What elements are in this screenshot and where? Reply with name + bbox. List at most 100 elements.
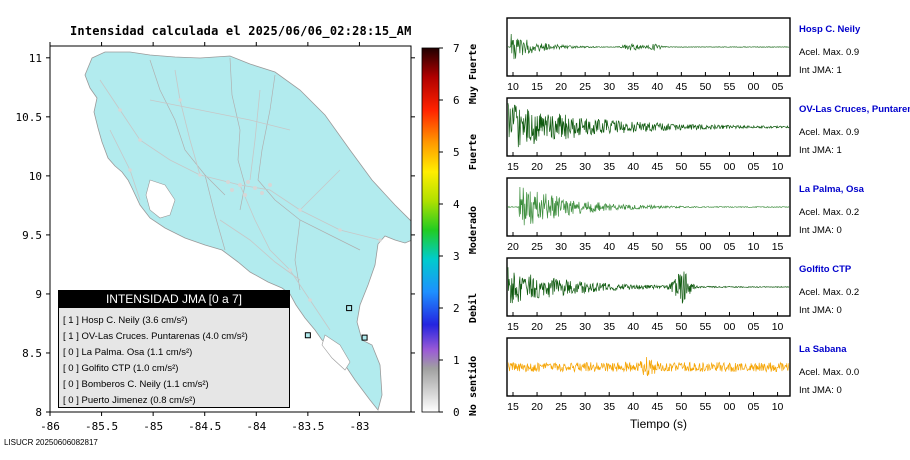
- time-tick-label: 20: [507, 241, 519, 253]
- time-tick-label: 25: [531, 241, 543, 253]
- station-markers: [304, 305, 368, 341]
- station-int: Int JMA: 1: [799, 145, 842, 156]
- time-tick-label: 50: [676, 321, 688, 333]
- time-tick-label: 15: [772, 241, 784, 253]
- time-tick-label: 20: [531, 161, 543, 173]
- waveform-line: [507, 186, 790, 226]
- colorbar-class-label: Debil: [467, 293, 479, 323]
- time-tick-label: 25: [555, 401, 567, 413]
- time-tick-label: 10: [772, 321, 784, 333]
- intensity-legend: INTENSIDAD JMA [0 a 7] [ 1 ] Hosp C. Nei…: [58, 290, 290, 408]
- time-tick-label: 05: [748, 321, 760, 333]
- time-tick-label: 05: [772, 81, 784, 93]
- map-x-tick-label: -85: [143, 420, 163, 433]
- colorbar-tick-label: 5: [453, 146, 460, 159]
- time-tick-label: 00: [724, 161, 736, 173]
- time-tick-label: 45: [651, 161, 663, 173]
- x-axis-label: Tiempo (s): [630, 417, 687, 431]
- time-tick-label: 00: [748, 81, 760, 93]
- time-tick-label: 25: [555, 161, 567, 173]
- station-acel: Acel. Max. 0.9: [799, 127, 859, 138]
- time-tick-label: 10: [772, 401, 784, 413]
- time-tick-label: 30: [579, 401, 591, 413]
- map-title: Intensidad calculada el 2025/06/06_02:28…: [70, 24, 412, 38]
- map-axis-ticks: -86 -85.5 -85 -84.5 -84 -83.5 -83 11 10.5 10 9.5 9 8…: [16, 42, 415, 433]
- colorbar-tick-label: 1: [453, 354, 460, 367]
- station-name: Golfito CTP: [799, 264, 852, 275]
- map-y-tick-label: 9.5: [22, 229, 42, 242]
- station-int: Int JMA: 0: [799, 385, 842, 396]
- seismogram-panel: 15 20 25 30 35 40 45 50 55 00 05 10 OV-Las Cruces, P…: [506, 97, 910, 173]
- seismogram-panel: 15 20 25 30 35 40 45 50 55 00 05 10 La Sabana Acel. M…: [506, 337, 859, 413]
- time-tick-label: 45: [651, 321, 663, 333]
- colorbar-tick-label: 6: [453, 94, 460, 107]
- towns: [118, 98, 382, 302]
- colorbar-ticks: 7 6 5 4 3 2 1 0: [439, 42, 460, 419]
- colorbar-tick-label: 4: [453, 198, 460, 211]
- station-marker: [346, 305, 353, 312]
- time-tick-label: 15: [531, 81, 543, 93]
- legend-item: [ 0 ] Puerto Jimenez (0.8 cm/s²): [63, 395, 196, 406]
- map-x-tick-label: -85.5: [85, 420, 118, 433]
- station-name: Hosp C. Neily: [799, 24, 861, 35]
- time-tick-label: 35: [627, 81, 639, 93]
- map-x-tick-label: -84: [246, 420, 266, 433]
- map-x-tick-label: -83: [349, 420, 369, 433]
- legend-item: [ 0 ] Bomberos C. Neily (1.1 cm/s²): [63, 379, 209, 390]
- time-tick-label: 45: [627, 241, 639, 253]
- time-tick-label: 15: [507, 401, 519, 413]
- map-y-tick-label: 10.5: [16, 111, 43, 124]
- station-acel: Acel. Max. 0.0: [799, 367, 859, 378]
- station-name: La Palma, Osa: [799, 184, 865, 195]
- time-tick-label: 55: [676, 241, 688, 253]
- time-tick-label: 35: [603, 161, 615, 173]
- map-y-tick-label: 10: [29, 170, 42, 183]
- time-tick-label: 55: [700, 401, 712, 413]
- time-tick-label: 20: [531, 401, 543, 413]
- time-tick-label: 30: [555, 241, 567, 253]
- time-tick-label: 20: [531, 321, 543, 333]
- time-tick-label: 55: [700, 321, 712, 333]
- seismogram-panel: 10 15 20 25 30 35 40 45 50 55 00 05 Hosp C. Neily Ace…: [506, 17, 861, 93]
- time-tick-label: 55: [724, 81, 736, 93]
- colorbar-scale: [421, 47, 440, 413]
- time-tick-label: 55: [700, 161, 712, 173]
- station-int: Int JMA: 1: [799, 65, 842, 76]
- time-tick-label: 35: [603, 401, 615, 413]
- time-tick-label: 10: [748, 241, 760, 253]
- time-tick-label: 40: [627, 161, 639, 173]
- station-int: Int JMA: 0: [799, 305, 842, 316]
- map-x-tick-label: -86: [40, 420, 60, 433]
- seismogram-panels: 10 15 20 25 30 35 40 45 50 55 00 05 Hosp C. Neily Ace…: [506, 17, 910, 431]
- colorbar-class-label: No sentido: [467, 356, 479, 416]
- colorbar-class-label: Muy Fuerte: [468, 44, 479, 104]
- waveform-line: [507, 33, 790, 60]
- seismogram-panel: 15 20 25 30 35 40 45 50 55 00 05 10 Golfito CTP Acel.…: [506, 257, 859, 333]
- time-tick-label: 05: [748, 401, 760, 413]
- time-tick-label: 25: [579, 81, 591, 93]
- time-tick-label: 35: [579, 241, 591, 253]
- legend-item: [ 1 ] OV-Las Cruces. Puntarenas (4.0 cm/…: [63, 331, 248, 342]
- station-int: Int JMA: 0: [799, 225, 842, 236]
- colorbar-tick-label: 7: [453, 42, 460, 55]
- map-x-tick-label: -83.5: [291, 420, 324, 433]
- seismogram-panel: 20 25 30 35 40 45 50 55 00 05 10 15 La Palma, Osa Ace…: [506, 177, 865, 253]
- waveform-line: [507, 356, 790, 377]
- map-y-tick-label: 11: [29, 52, 42, 65]
- intensity-colorbar: 7 6 5 4 3 2 1 0 Muy Fuerte Fuerte Moderado Debil No…: [421, 42, 479, 419]
- gulf-nicoya: [145, 179, 176, 219]
- time-tick-label: 35: [603, 321, 615, 333]
- province-borders: [149, 57, 361, 291]
- waveform-line: [507, 103, 790, 148]
- time-tick-label: 15: [507, 161, 519, 173]
- legend-item: [ 0 ] La Palma. Osa (1.1 cm/s²): [63, 347, 193, 358]
- footer-id: LISUCR 20250606082817: [4, 438, 98, 447]
- time-tick-label: 30: [579, 161, 591, 173]
- time-tick-label: 40: [627, 401, 639, 413]
- time-tick-label: 40: [651, 81, 663, 93]
- time-tick-label: 25: [555, 321, 567, 333]
- time-tick-label: 05: [724, 241, 736, 253]
- time-tick-label: 05: [748, 161, 760, 173]
- station-marker: [361, 334, 368, 341]
- time-tick-label: 00: [724, 401, 736, 413]
